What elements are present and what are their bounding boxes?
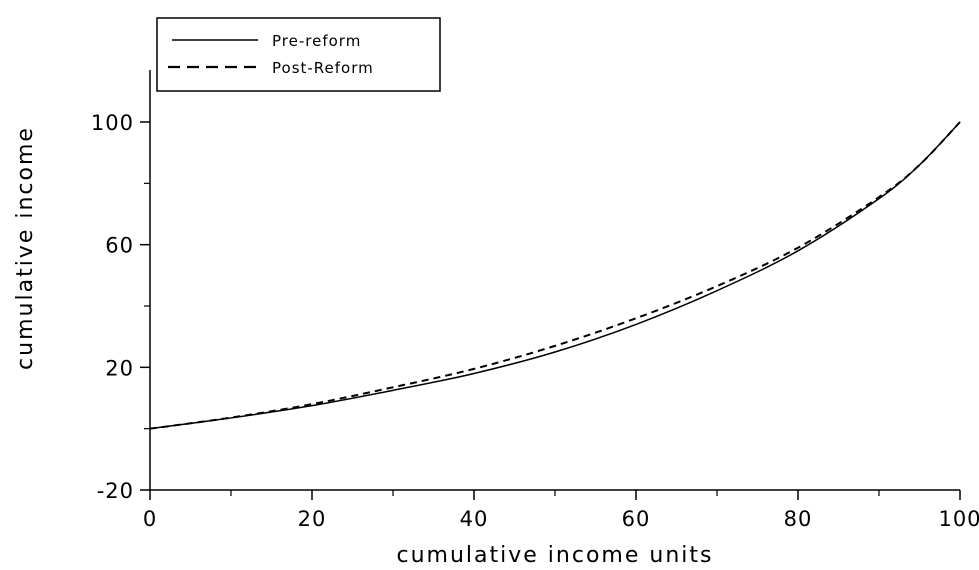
x-tick-label: 80 <box>784 507 813 531</box>
x-axis-title: cumulative income units <box>397 543 714 568</box>
y-axis-title: cumulative income <box>13 126 38 370</box>
y-tick-label: 100 <box>91 111 134 135</box>
y-tick-label: 20 <box>105 356 134 380</box>
legend-box <box>156 17 441 92</box>
legend: Pre-reform Post-Reform <box>156 17 441 92</box>
y-tick-label: -20 <box>97 479 134 503</box>
series-line-pre-reform <box>149 121 961 430</box>
series-line-post-reform <box>149 121 961 430</box>
x-tick-label: 100 <box>938 507 979 531</box>
tick-labels: 0 20 40 60 80 100 -20 20 60 100 <box>91 111 979 531</box>
axes <box>149 70 960 491</box>
series-lines <box>149 121 961 430</box>
x-tick-label: 20 <box>298 507 327 531</box>
tick-marks <box>140 121 961 500</box>
x-tick-label: 0 <box>143 507 157 531</box>
x-tick-label: 60 <box>622 507 651 531</box>
y-tick-label: 60 <box>105 234 134 258</box>
legend-label-pre-reform: Pre-reform <box>272 32 361 50</box>
x-tick-label: 40 <box>460 507 489 531</box>
legend-label-post-reform: Post-Reform <box>272 59 374 77</box>
